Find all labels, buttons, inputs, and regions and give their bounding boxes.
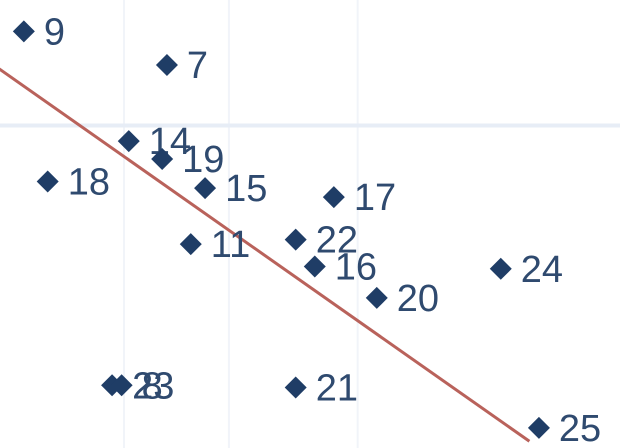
point-label: 9 [44,11,65,53]
diamond-marker [284,376,307,399]
point-label: 18 [68,161,110,203]
data-point: 17 [322,177,396,219]
data-point: 24 [489,249,563,291]
diamond-marker [179,233,202,256]
data-point: 8 [110,365,163,407]
data-point: 15 [194,168,267,210]
point-label: 11 [211,224,250,266]
data-point: 16 [303,247,377,289]
data-point: 18 [36,161,110,203]
data-point: 22 [284,220,358,262]
point-label: 25 [559,408,601,448]
point-label: 16 [335,247,377,289]
diamond-marker [365,286,388,309]
diamond-marker [489,257,512,280]
data-point: 7 [155,45,208,87]
data-point: 25 [527,408,601,448]
data-point: 19 [151,139,224,181]
diamond-marker [303,255,326,278]
trendline [0,67,531,443]
point-label: 15 [225,168,267,210]
diamond-marker [151,148,174,171]
diamond-marker [12,20,35,43]
diamond-marker [284,228,307,251]
point-label: 8 [142,365,163,407]
diamond-marker [322,186,345,209]
diamond-marker [155,53,178,76]
data-point: 20 [365,278,439,320]
data-point: 9 [12,11,65,53]
point-label: 22 [316,220,358,262]
diamond-marker [36,170,59,193]
point-label: 23 [132,365,174,407]
diamond-marker [117,130,140,153]
point-label: 24 [521,249,563,291]
diamond-marker [110,374,133,397]
point-label: 7 [187,45,208,87]
point-label: 21 [316,368,358,410]
point-label: 20 [397,278,439,320]
data-point: 21 [284,368,358,410]
data-point: 11 [179,224,250,266]
diamond-marker [527,416,550,439]
point-label: 19 [182,139,224,181]
point-label: 17 [354,177,396,219]
diamond-marker [194,177,217,200]
trendline-layer [0,67,531,443]
